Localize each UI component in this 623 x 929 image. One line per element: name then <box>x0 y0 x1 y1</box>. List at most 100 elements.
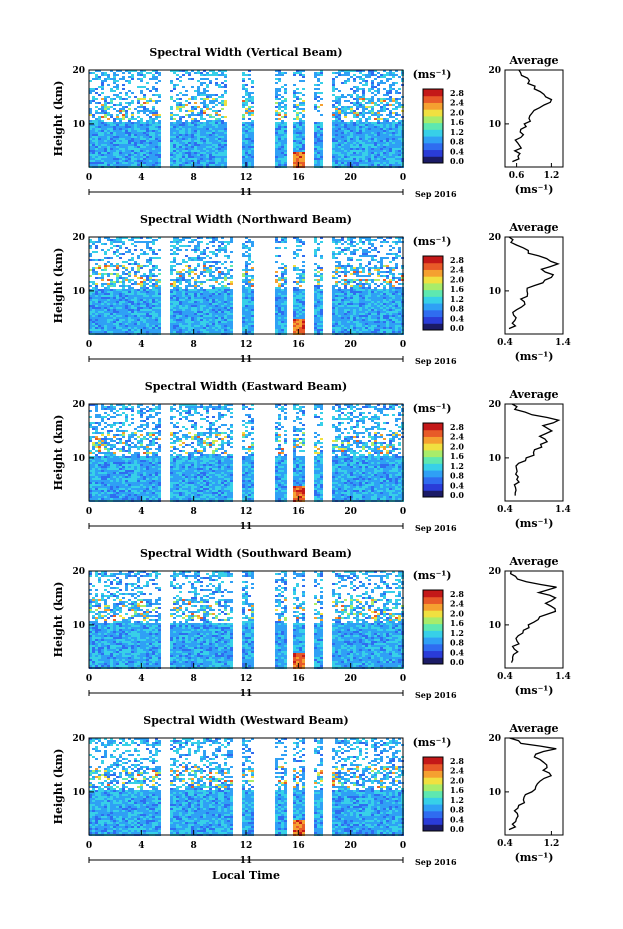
heatmap-cell <box>116 289 119 291</box>
heatmap-cell <box>347 150 350 152</box>
heatmap-cell <box>344 112 347 114</box>
heatmap-cell <box>344 108 347 110</box>
heatmap-cell <box>197 130 200 132</box>
heatmap-cell <box>302 80 305 82</box>
heatmap-cell <box>194 124 197 126</box>
heatmap-cell <box>200 271 203 273</box>
heatmap-cell <box>356 144 359 146</box>
heatmap-cell <box>350 154 353 156</box>
heatmap-cell <box>110 299 113 301</box>
heatmap-cell <box>278 297 281 299</box>
heatmap-cell <box>212 102 215 104</box>
heatmap-cell <box>224 70 227 72</box>
heatmap-cell <box>128 122 131 124</box>
heatmap-cell <box>152 301 155 303</box>
heatmap-cell <box>128 156 131 158</box>
heatmap-cell <box>251 283 254 285</box>
heatmap-cell <box>251 98 254 100</box>
heatmap-cell <box>110 160 113 162</box>
heatmap-cell <box>212 134 215 136</box>
heatmap-cell <box>173 247 176 249</box>
heatmap-cell <box>278 289 281 291</box>
heatmap-cell <box>203 70 206 72</box>
heatmap-cell <box>185 293 188 295</box>
heatmap-cell <box>299 299 302 301</box>
heatmap-cell <box>125 279 128 281</box>
heatmap-cell <box>320 162 323 164</box>
heatmap-cell <box>146 122 149 124</box>
heatmap-cell <box>296 307 299 309</box>
heatmap-cell <box>155 287 158 289</box>
heatmap-cell <box>122 313 125 315</box>
heatmap-cell <box>179 331 182 333</box>
heatmap-cell <box>119 154 122 156</box>
heatmap-cell <box>293 297 296 299</box>
heatmap-cell <box>113 148 116 150</box>
heatmap-cell <box>242 146 245 148</box>
heatmap-cell <box>209 128 212 130</box>
heatmap-cell <box>137 126 140 128</box>
heatmap-cell <box>191 303 194 305</box>
heatmap-cell <box>278 299 281 301</box>
heatmap-cell <box>185 114 188 116</box>
heatmap-cell <box>209 325 212 327</box>
heatmap-cell <box>113 108 116 110</box>
heatmap-cell <box>182 291 185 293</box>
heatmap-cell <box>155 313 158 315</box>
heatmap-cell <box>149 271 152 273</box>
heatmap-cell <box>299 325 302 327</box>
heatmap-cell <box>386 140 389 142</box>
heatmap-cell <box>275 126 278 128</box>
heatmap-cell <box>299 160 302 162</box>
heatmap-cell <box>218 307 221 309</box>
heatmap-cell <box>176 78 179 80</box>
heatmap-cell <box>194 287 197 289</box>
heatmap-cell <box>350 96 353 98</box>
heatmap-cell <box>188 126 191 128</box>
heatmap-cell <box>158 162 161 164</box>
heatmap-cell <box>377 104 380 106</box>
heatmap-cell <box>359 128 362 130</box>
heatmap-cell <box>170 118 173 120</box>
heatmap-cell <box>188 311 191 313</box>
heatmap-cell <box>299 122 302 124</box>
heatmap-cell <box>185 110 188 112</box>
heatmap-cell <box>149 126 152 128</box>
heatmap-cell <box>299 309 302 311</box>
heatmap-cell <box>158 269 161 271</box>
heatmap-cell <box>317 84 320 86</box>
heatmap-cell <box>248 307 251 309</box>
heatmap-cell <box>386 162 389 164</box>
heatmap-cell <box>128 259 131 261</box>
heatmap-cell <box>95 289 98 291</box>
heatmap-cell <box>188 309 191 311</box>
heatmap-cell <box>101 162 104 164</box>
heatmap-cell <box>293 331 296 333</box>
heatmap-cell <box>143 112 146 114</box>
heatmap-cell <box>302 319 305 321</box>
heatmap-cell <box>116 297 119 299</box>
heatmap-cell <box>338 156 341 158</box>
heatmap-cell <box>122 293 125 295</box>
heatmap-cell <box>140 110 143 112</box>
heatmap-cell <box>116 104 119 106</box>
heatmap-cell <box>296 106 299 108</box>
heatmap-cell <box>200 309 203 311</box>
heatmap-cell <box>149 309 152 311</box>
heatmap-cell <box>122 84 125 86</box>
heatmap-cell <box>101 243 104 245</box>
heatmap-cell <box>215 297 218 299</box>
heatmap-cell <box>338 162 341 164</box>
heatmap-cell <box>188 299 191 301</box>
heatmap-cell <box>302 116 305 118</box>
heatmap-cell <box>398 154 401 156</box>
heatmap-cell <box>224 144 227 146</box>
heatmap-cell <box>245 297 248 299</box>
heatmap-cell <box>284 293 287 295</box>
heatmap-cell <box>215 160 218 162</box>
heatmap-cell <box>278 126 281 128</box>
heatmap-cell <box>293 100 296 102</box>
heatmap-cell <box>245 291 248 293</box>
heatmap-cell <box>395 138 398 140</box>
heatmap-cell <box>92 269 95 271</box>
